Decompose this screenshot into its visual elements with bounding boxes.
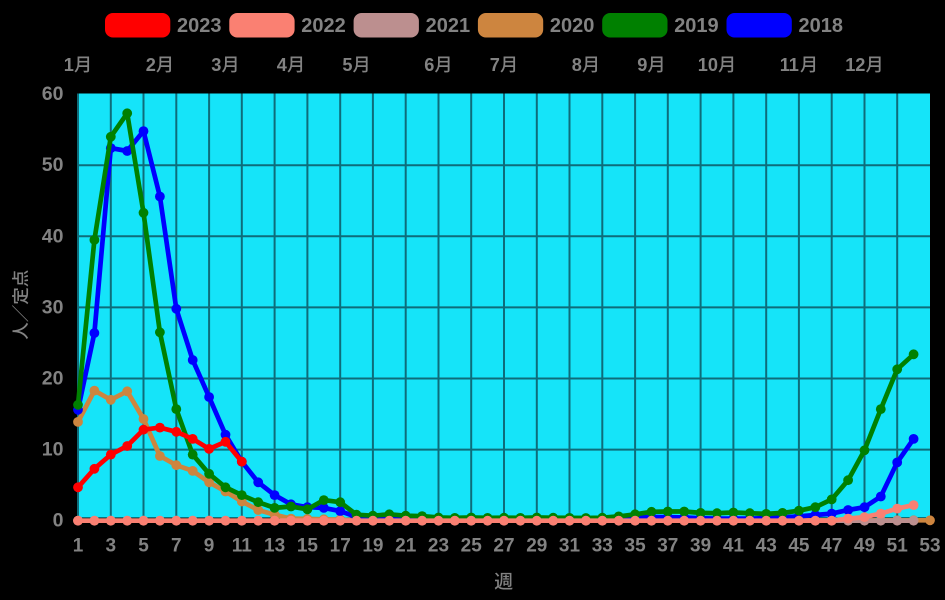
svg-text:4: 4: [277, 55, 288, 75]
svg-text:2: 2: [146, 55, 156, 75]
svg-text:2023: 2023: [177, 15, 222, 37]
svg-text:40: 40: [42, 225, 64, 247]
svg-text:33: 33: [592, 536, 613, 557]
svg-text:25: 25: [461, 536, 483, 557]
svg-text:7: 7: [171, 536, 182, 557]
svg-text:21: 21: [395, 536, 417, 557]
svg-text:53: 53: [919, 536, 940, 557]
svg-text:3: 3: [211, 55, 221, 75]
svg-text:9: 9: [204, 536, 215, 557]
svg-text:1: 1: [64, 55, 74, 75]
svg-text:19: 19: [362, 536, 383, 557]
svg-text:30: 30: [42, 296, 64, 318]
svg-text:2019: 2019: [674, 15, 719, 37]
svg-text:39: 39: [690, 536, 711, 557]
svg-text:50: 50: [42, 154, 64, 176]
svg-text:9: 9: [637, 55, 647, 75]
svg-text:10: 10: [42, 439, 64, 461]
svg-text:49: 49: [854, 536, 875, 557]
svg-text:5: 5: [342, 55, 352, 75]
svg-text:31: 31: [559, 536, 581, 557]
svg-text:37: 37: [657, 536, 678, 557]
svg-text:15: 15: [297, 536, 319, 557]
svg-text:23: 23: [428, 536, 449, 557]
svg-text:60: 60: [42, 83, 64, 105]
svg-text:20: 20: [42, 368, 64, 390]
svg-text:35: 35: [625, 536, 647, 557]
svg-text:51: 51: [887, 536, 909, 557]
svg-text:10: 10: [698, 55, 718, 75]
svg-text:6: 6: [424, 55, 434, 75]
svg-text:43: 43: [756, 536, 777, 557]
svg-text:0: 0: [53, 510, 64, 532]
svg-text:2020: 2020: [550, 15, 595, 37]
svg-text:11: 11: [780, 55, 799, 75]
svg-text:7: 7: [490, 55, 500, 75]
svg-text:29: 29: [526, 536, 547, 557]
svg-text:2021: 2021: [426, 15, 471, 37]
svg-text:12: 12: [845, 55, 865, 75]
svg-text:17: 17: [330, 536, 351, 557]
svg-text:13: 13: [264, 536, 285, 557]
svg-text:27: 27: [493, 536, 514, 557]
svg-text:1: 1: [73, 536, 84, 557]
svg-text:11: 11: [232, 536, 253, 557]
svg-text:47: 47: [821, 536, 842, 557]
svg-text:2022: 2022: [301, 15, 346, 37]
svg-text:5: 5: [138, 536, 149, 557]
svg-text:41: 41: [723, 536, 745, 557]
svg-text:8: 8: [572, 55, 582, 75]
svg-text:3: 3: [106, 536, 117, 557]
svg-text:45: 45: [788, 536, 810, 557]
svg-text:2018: 2018: [799, 15, 844, 37]
